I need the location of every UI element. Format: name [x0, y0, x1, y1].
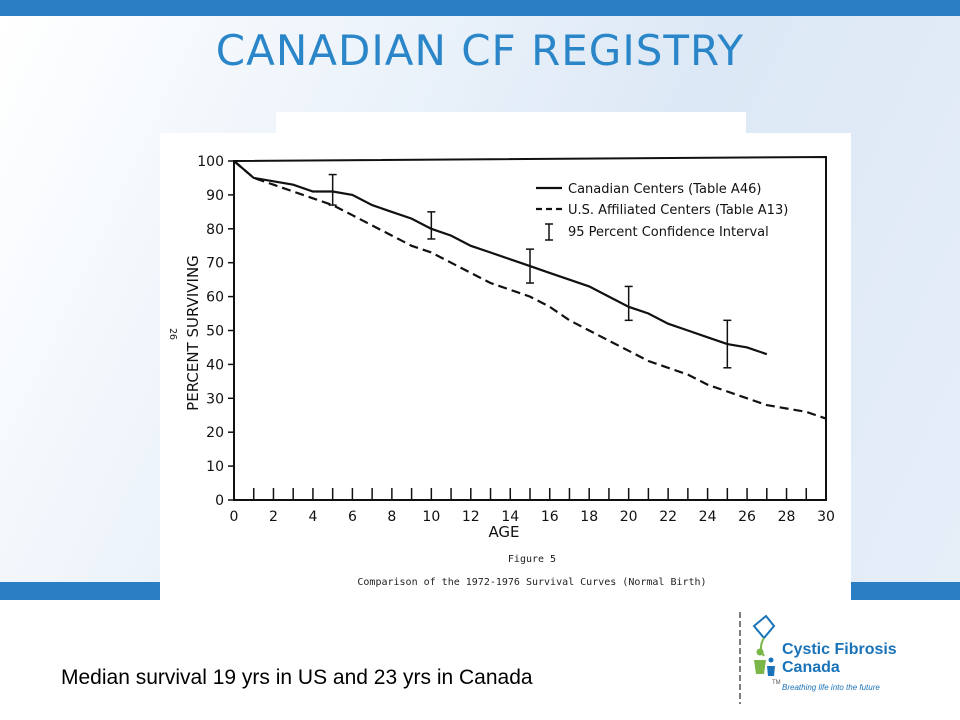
y-tick-label: 30: [206, 391, 224, 407]
x-tick-label: 20: [620, 509, 638, 525]
scan-page-number: 26: [167, 328, 178, 340]
family-figure-icon: [754, 648, 775, 676]
figure-caption: Comparison of the 1972-1976 Survival Cur…: [357, 577, 706, 588]
figure-label: Figure 5: [508, 554, 556, 565]
x-tick-label: 12: [462, 509, 480, 525]
x-tick-label: 0: [230, 509, 239, 525]
x-tick-label: 16: [541, 509, 559, 525]
confidence-interval-bar: [328, 173, 337, 206]
x-tick-label: 4: [308, 509, 317, 525]
slide-caption: Median survival 19 yrs in US and 23 yrs …: [61, 666, 533, 689]
x-tick-label: 14: [501, 509, 519, 525]
x-tick-label: 2: [269, 509, 278, 525]
x-tick-label: 26: [738, 509, 756, 525]
x-tick-label: 10: [422, 509, 440, 525]
series-line-us: [233, 160, 827, 420]
y-tick-label: 10: [206, 459, 224, 475]
legend-label-canadian: Canadian Centers (Table A46): [568, 182, 761, 197]
scanned-page: [160, 133, 851, 600]
logo-line2: Canada: [782, 659, 840, 676]
y-tick-label: 70: [206, 256, 224, 272]
legend-label-us: U.S. Affiliated Centers (Table A13): [568, 203, 788, 218]
x-tick-label: 22: [659, 509, 677, 525]
y-tick-label: 50: [206, 324, 224, 340]
x-axis-label: AGE: [488, 523, 519, 541]
x-tick-label: 24: [699, 509, 717, 525]
y-tick-label: 40: [206, 357, 224, 373]
y-tick-label: 0: [215, 493, 224, 509]
y-tick-label: 100: [197, 154, 224, 170]
x-tick-label: 30: [817, 509, 835, 525]
top-accent-bar: [0, 0, 960, 16]
x-tick-label: 28: [778, 509, 796, 525]
x-tick-label: 18: [580, 509, 598, 525]
y-tick-label: 20: [206, 425, 224, 441]
logo-tagline: Breathing life into the future: [782, 683, 880, 692]
x-tick-label: 6: [348, 509, 357, 525]
cystic-fibrosis-canada-logo: TM Cystic Fibrosis Canada Breathing life…: [739, 612, 897, 704]
confidence-interval-bar: [427, 211, 436, 240]
y-tick-label: 90: [206, 188, 224, 204]
logo-tm: TM: [772, 680, 781, 686]
logo-line1: Cystic Fibrosis: [782, 641, 897, 658]
legend-label-confidence: 95 Percent Confidence Interval: [568, 225, 769, 240]
scanned-page-top: [276, 112, 746, 136]
confidence-interval-bar: [624, 285, 633, 322]
y-tick-label: 80: [206, 222, 224, 238]
kite-icon: [752, 614, 776, 657]
x-tick-label: 8: [387, 509, 396, 525]
series-line-canadian: [233, 160, 768, 356]
legend-swatch-confidence: [545, 223, 553, 241]
slide-title: CANADIAN CF REGISTRY: [215, 26, 745, 75]
y-axis-label: PERCENT SURVIVING: [184, 255, 202, 411]
y-tick-label: 60: [206, 290, 224, 306]
